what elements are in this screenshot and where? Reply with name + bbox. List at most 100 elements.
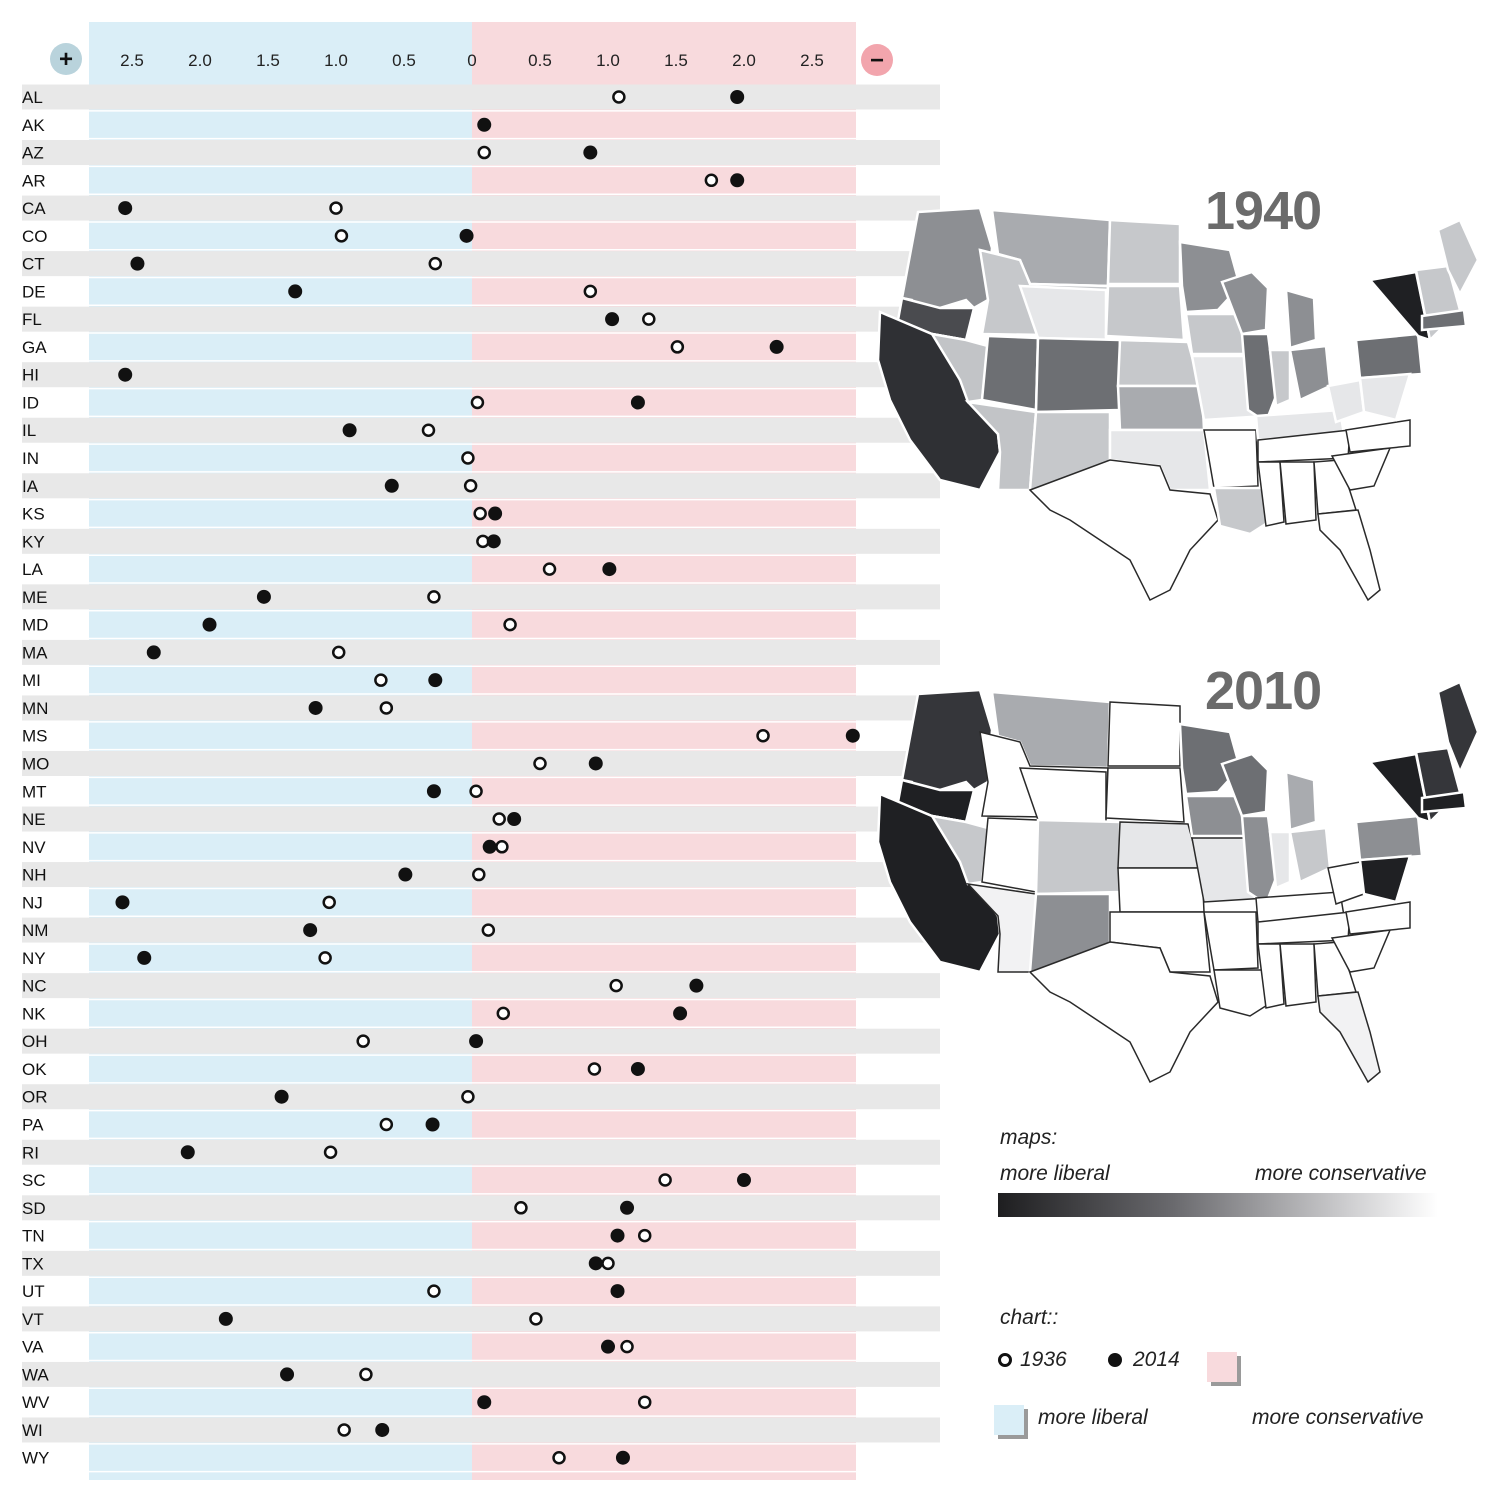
point-1936-MS	[756, 728, 770, 743]
point-1936-NJ	[322, 895, 336, 910]
point-2014-RI	[180, 1145, 195, 1160]
point-1936-CO	[334, 229, 349, 243]
x-axis: 2.5 2.0 1.5 1.0 0.5 0 0.5 1.0 1.5 2.0 2.5	[120, 51, 824, 70]
point-2014-MS	[845, 728, 860, 743]
state-label: ID	[22, 393, 39, 412]
point-2014-AL	[730, 90, 745, 104]
state-label: OR	[22, 1088, 48, 1107]
point-2014-MO	[588, 756, 603, 771]
state-label: SC	[22, 1171, 46, 1190]
point-2014-TX	[588, 1256, 603, 1271]
point-2014-AK	[477, 117, 492, 132]
legend-2014: 2014	[1133, 1348, 1180, 1371]
row-stripe	[22, 251, 940, 277]
row-stripe	[22, 750, 940, 776]
state-label: GA	[22, 338, 47, 357]
state-label: TN	[22, 1227, 45, 1246]
filled-circle-icon	[1108, 1353, 1122, 1367]
row-stripe	[22, 695, 940, 721]
point-2014-VT	[218, 1311, 233, 1326]
x-tick-label: 1.0	[596, 51, 620, 70]
state-label: PA	[22, 1115, 44, 1134]
point-1936-LA	[542, 562, 557, 576]
state-label: FL	[22, 310, 42, 329]
state-label: NV	[22, 838, 46, 857]
point-2014-WY	[615, 1450, 630, 1465]
point-1936-CT	[428, 256, 443, 271]
point-1936-IL	[421, 423, 436, 437]
state-label: WI	[22, 1421, 43, 1440]
point-1936-OH	[356, 1034, 370, 1048]
point-1936-NE	[492, 812, 506, 826]
state-label: TX	[22, 1254, 44, 1273]
point-1936-NC	[609, 978, 623, 993]
point-1936-RI	[323, 1145, 338, 1160]
state-label: NY	[22, 949, 46, 968]
x-tick-label: 2.5	[120, 51, 144, 70]
state-label: VT	[22, 1310, 44, 1329]
x-tick-label: 0.5	[528, 51, 552, 70]
us-map-2010	[876, 680, 1480, 1084]
state-label: ME	[22, 588, 48, 607]
legend-maps-title: maps:	[1000, 1126, 1058, 1149]
point-2014-NE	[507, 812, 522, 827]
point-1936-TN	[637, 1228, 652, 1243]
state-label: MN	[22, 699, 48, 718]
state-label: CT	[22, 255, 45, 274]
point-1936-MN	[379, 701, 394, 715]
point-1936-UT	[427, 1284, 441, 1298]
point-1936-NK	[496, 1006, 511, 1021]
point-1936-ID	[470, 395, 485, 410]
state-label: AK	[22, 116, 45, 135]
state-label: NM	[22, 921, 48, 940]
point-2014-MD	[202, 617, 217, 632]
point-1936-MO	[533, 756, 547, 771]
point-2014-NJ	[115, 895, 130, 910]
liberal-plus-circle	[50, 43, 82, 75]
point-1936-CA	[329, 201, 343, 215]
x-tick-label: 0	[467, 51, 476, 70]
x-tick-label: 1.5	[256, 51, 280, 70]
ideology-chart: AL AK AZ AR CA CO CT DE FL GA HI ID IL IN IA KS KY LA ME MD…	[22, 22, 940, 1480]
point-2014-AZ	[583, 145, 598, 160]
row-stripe	[22, 639, 940, 665]
point-2014-WV	[477, 1395, 492, 1410]
conservative-minus-circle	[861, 44, 893, 76]
row-stripe	[22, 417, 940, 443]
point-1936-SD	[514, 1201, 528, 1215]
point-2014-WI	[375, 1422, 390, 1437]
point-1936-MA	[331, 645, 346, 660]
point-2014-MN	[308, 700, 323, 715]
state-label: LA	[22, 560, 43, 579]
point-2014-SD	[620, 1200, 635, 1215]
x-tick-label: 0.5	[392, 51, 416, 70]
point-2014-AR	[730, 173, 745, 188]
state-label: AR	[22, 171, 46, 190]
state-label: RI	[22, 1143, 39, 1162]
state-label: IN	[22, 449, 39, 468]
state-label: CA	[22, 199, 46, 218]
point-2014-FL	[605, 312, 620, 327]
open-circle-icon	[998, 1353, 1012, 1367]
point-1936-KS	[473, 506, 487, 521]
point-2014-SC	[737, 1173, 751, 1188]
state-label: OH	[22, 1032, 48, 1051]
point-2014-OR	[274, 1089, 289, 1104]
x-tick-label: 1.5	[664, 51, 688, 70]
plus-icon: +	[59, 46, 73, 73]
row-stripe	[22, 84, 940, 110]
point-1936-TX	[601, 1256, 615, 1271]
point-2014-PA	[425, 1117, 440, 1132]
point-1936-ME	[427, 590, 441, 604]
point-2014-NK	[673, 1006, 688, 1021]
state-label: MD	[22, 616, 48, 635]
row-stripe	[22, 1195, 940, 1221]
row-stripe	[22, 584, 940, 610]
point-1936-NV	[495, 840, 509, 854]
point-2014-MA	[146, 645, 161, 660]
x-tick-label: 1.0	[324, 51, 348, 70]
row-stripe	[22, 1361, 940, 1387]
point-1936-WA	[359, 1367, 373, 1382]
point-2014-NH	[398, 867, 413, 882]
point-1936-NY	[318, 951, 332, 965]
